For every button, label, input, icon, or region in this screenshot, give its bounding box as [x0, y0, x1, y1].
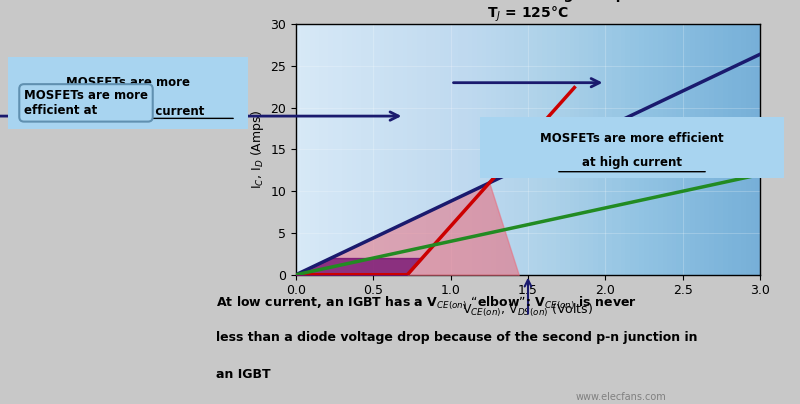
Text: an IGBT: an IGBT	[216, 368, 270, 381]
FancyBboxPatch shape	[465, 114, 799, 181]
Y-axis label: I$_C$, I$_D$ (Amps): I$_C$, I$_D$ (Amps)	[250, 110, 266, 189]
Text: At low current, an IGBT has a V$_{CE(on)}$ “elbow”: V$_{CE(on)}$ is never: At low current, an IGBT has a V$_{CE(on)…	[216, 295, 637, 312]
Text: MOSFETs are more
efficient at: MOSFETs are more efficient at	[24, 89, 148, 117]
Title: Current vs. Voltage Drop
T$_J$ = 125°C: Current vs. Voltage Drop T$_J$ = 125°C	[430, 0, 626, 24]
FancyBboxPatch shape	[0, 53, 260, 133]
Text: less than a diode voltage drop because of the second p-n junction in: less than a diode voltage drop because o…	[216, 331, 698, 344]
Text: MOSFETs are more efficient: MOSFETs are more efficient	[540, 132, 724, 145]
Text: at high current: at high current	[582, 156, 682, 169]
Text: www.elecfans.com: www.elecfans.com	[576, 392, 666, 402]
Text: MOSFETs are more: MOSFETs are more	[66, 76, 190, 88]
Text: efficient at low current: efficient at low current	[51, 105, 205, 118]
X-axis label: V$_{CE(on)}$, V$_{DS(on)}$ (Volts): V$_{CE(on)}$, V$_{DS(on)}$ (Volts)	[462, 302, 594, 319]
